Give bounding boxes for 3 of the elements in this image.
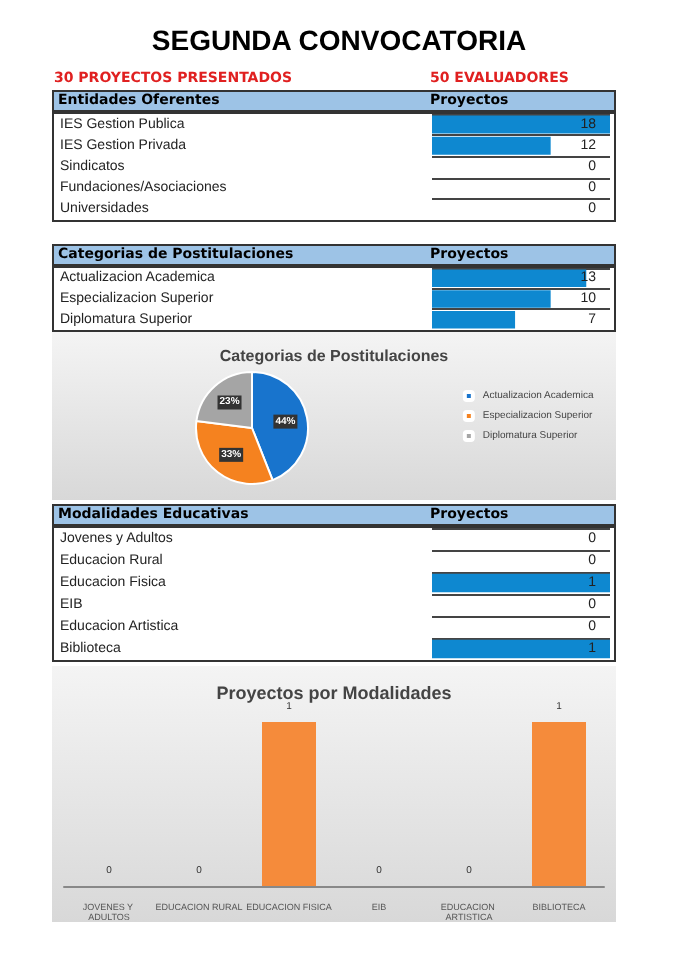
chart-title: Categorias de Postitulaciones xyxy=(219,347,450,365)
chart-title: SEGUNDA CONVOCATORIA xyxy=(149,24,529,56)
chart-title: Proyectos por Modalidades xyxy=(216,683,452,703)
